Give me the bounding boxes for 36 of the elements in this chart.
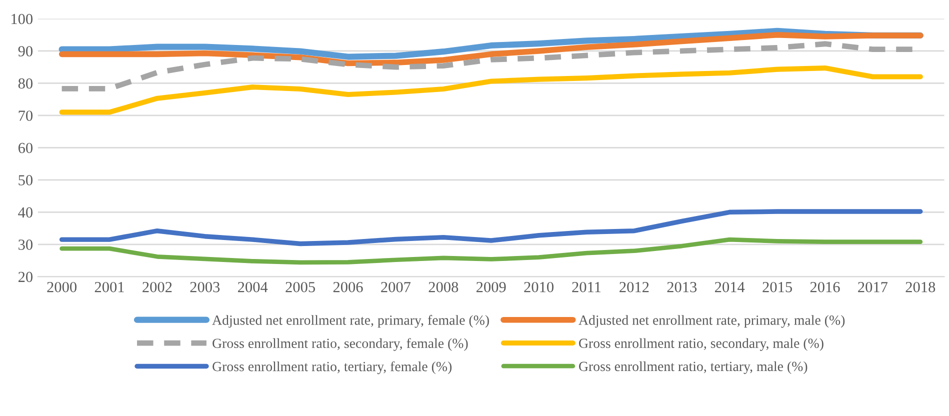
legend-label: Adjusted net enrollment rate, primary, male (%) (578, 315, 845, 328)
legend-label: Adjusted net enrollment rate, primary, female (%) (212, 314, 489, 328)
y-tick-label: 20 (18, 272, 33, 282)
x-tick-label: 2005 (286, 282, 315, 292)
x-tick-label: 2017 (858, 282, 888, 292)
x-tick-label: 2010 (524, 282, 554, 292)
x-tick-label: 2016 (810, 282, 840, 292)
x-tick-label: 2006 (333, 282, 363, 292)
x-tick-label: 2009 (476, 282, 506, 292)
line-series (60, 237, 923, 265)
y-tick-label: 80 (18, 78, 33, 89)
x-tick-label: 2000 (47, 282, 77, 292)
x-tick-label: 2001 (94, 282, 124, 292)
x-tick-label: 2007 (381, 282, 411, 292)
y-tick-label: 30 (18, 240, 33, 250)
y-tick-label: 60 (18, 142, 33, 154)
x-tick-label: 2012 (620, 282, 649, 292)
legend-label: Gross enrollment ratio, secondary, male (%) (579, 338, 824, 351)
x-tick-label: 2013 (667, 282, 697, 292)
x-tick-label: 2015 (762, 282, 792, 292)
y-tick-label: 50 (18, 175, 33, 186)
x-tick-label: 2004 (238, 282, 268, 292)
x-tick-label: 2003 (190, 282, 220, 292)
legend-label: Gross enrollment ratio, tertiary, male (%) (579, 361, 808, 374)
legend-label: Gross enrollment ratio, tertiary, female (%) (212, 361, 452, 374)
y-tick-label: 40 (18, 207, 33, 218)
x-tick-label: 2011 (572, 282, 601, 292)
line-series (59, 209, 923, 246)
y-tick-label: 100 (12, 14, 33, 24)
y-tick-label: 70 (18, 110, 33, 121)
x-tick-label: 2008 (428, 282, 458, 292)
legend-label: Gross enrollment ratio, secondary, female (%) (212, 338, 468, 351)
x-tick-label: 2014 (715, 282, 745, 292)
x-tick-label: 2002 (142, 282, 172, 292)
x-tick-label: 2018 (906, 282, 936, 292)
y-tick-label: 90 (18, 46, 33, 56)
